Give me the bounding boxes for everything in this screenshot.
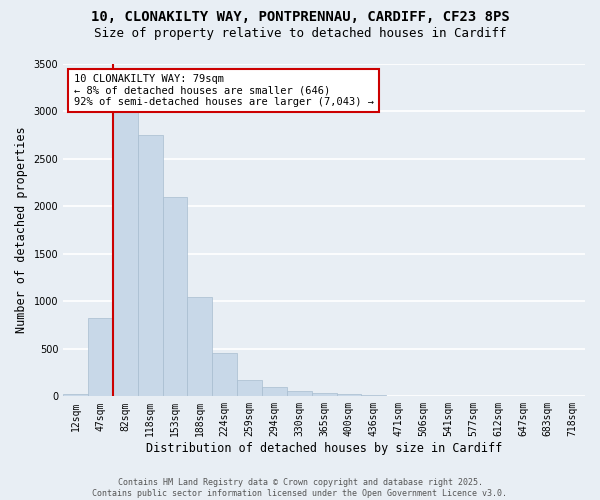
Y-axis label: Number of detached properties: Number of detached properties [15, 127, 28, 334]
Bar [163, 197, 187, 396]
Bar [237, 380, 262, 396]
Text: Size of property relative to detached houses in Cardiff: Size of property relative to detached ho… [94, 28, 506, 40]
Bar [187, 296, 212, 396]
Bar [337, 394, 361, 396]
Bar [212, 352, 237, 397]
Bar [138, 135, 163, 396]
Bar [113, 85, 138, 396]
Text: Contains HM Land Registry data © Crown copyright and database right 2025.
Contai: Contains HM Land Registry data © Crown c… [92, 478, 508, 498]
Bar [287, 390, 311, 396]
Text: 10 CLONAKILTY WAY: 79sqm
← 8% of detached houses are smaller (646)
92% of semi-d: 10 CLONAKILTY WAY: 79sqm ← 8% of detache… [74, 74, 374, 107]
Bar [311, 392, 337, 396]
Bar [262, 387, 287, 396]
Text: 10, CLONAKILTY WAY, PONTPRENNAU, CARDIFF, CF23 8PS: 10, CLONAKILTY WAY, PONTPRENNAU, CARDIFF… [91, 10, 509, 24]
X-axis label: Distribution of detached houses by size in Cardiff: Distribution of detached houses by size … [146, 442, 502, 455]
Bar [63, 394, 88, 396]
Bar [88, 318, 113, 396]
